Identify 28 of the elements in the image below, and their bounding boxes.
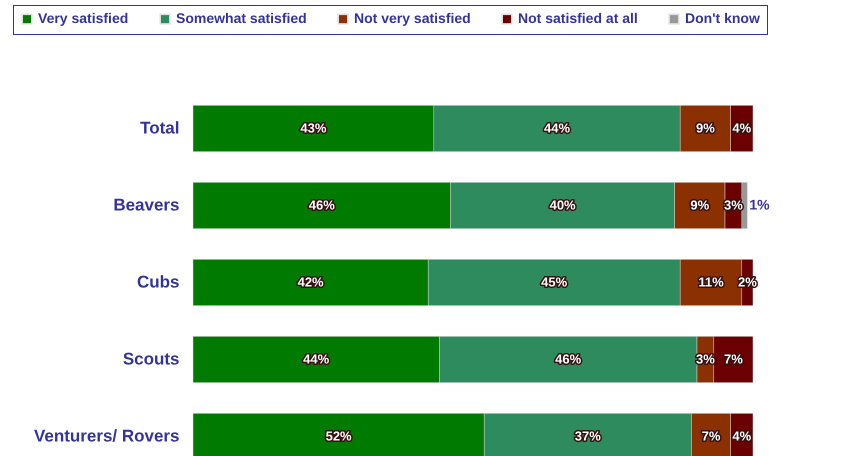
- data-label: 44%: [303, 352, 330, 366]
- y-tick-label: Total: [140, 118, 180, 138]
- legend-label: Somewhat satisfied: [176, 10, 307, 26]
- legend-label: Don't know: [685, 10, 760, 26]
- data-label: 43%: [300, 120, 327, 136]
- legend-label: Very satisfied: [38, 10, 128, 26]
- y-tick-label: Beavers: [113, 196, 180, 214]
- data-label: 4%: [732, 120, 752, 136]
- data-label: 44%: [544, 120, 570, 136]
- data-label: 1%: [749, 196, 770, 212]
- y-tick-label: Scouts: [122, 350, 180, 368]
- data-label: 40%: [550, 198, 576, 212]
- data-label: 45%: [541, 274, 568, 290]
- data-label: 46%: [308, 198, 336, 212]
- data-label: 46%: [555, 352, 582, 366]
- data-label: 37%: [574, 428, 602, 444]
- data-label: 42%: [298, 274, 324, 290]
- data-label: 9%: [696, 120, 716, 136]
- data-label: 4%: [732, 428, 752, 444]
- data-label: 52%: [326, 428, 352, 444]
- y-tick-label: Venturers/ Rovers: [34, 426, 180, 446]
- data-label: 9%: [690, 198, 710, 212]
- data-label: 11%: [698, 274, 724, 290]
- data-label: 7%: [702, 428, 721, 444]
- legend-label: Not very satisfied: [354, 10, 471, 26]
- legend-label: Not satisfied at all: [518, 10, 638, 26]
- data-label: 7%: [724, 352, 744, 366]
- y-tick-label: Cubs: [137, 272, 180, 292]
